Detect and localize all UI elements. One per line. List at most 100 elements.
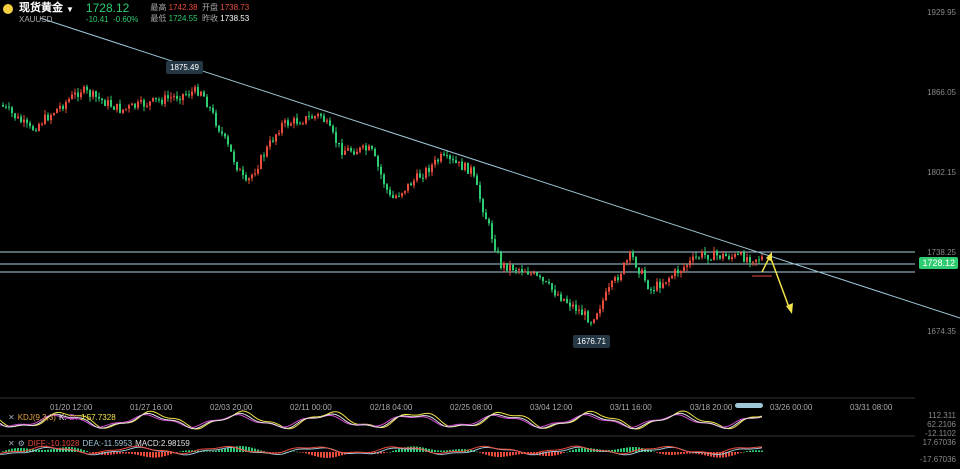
macd-bar <box>227 447 229 452</box>
macd-bar <box>299 452 301 453</box>
macd-bar <box>317 452 319 457</box>
macd-bar <box>722 452 724 458</box>
candle-body <box>359 147 361 152</box>
candle-body <box>479 184 481 200</box>
candle-body <box>602 300 604 309</box>
candle-body <box>257 168 259 174</box>
candle-body <box>599 308 601 314</box>
candle-body <box>659 281 661 289</box>
macd-bar <box>224 448 226 452</box>
candle-body <box>23 119 25 123</box>
macd-bar <box>446 450 448 452</box>
macd-bar <box>326 452 328 458</box>
macd-bar <box>185 450 187 452</box>
macd-bar <box>98 452 100 455</box>
candle-body <box>704 251 706 255</box>
y-axis-label: 1674.35 <box>927 327 956 336</box>
candle-body <box>443 153 445 156</box>
macd-bar <box>323 452 325 458</box>
candle-body <box>494 239 496 251</box>
macd-bar <box>35 449 37 452</box>
prev-value: 1738.53 <box>220 14 250 23</box>
candle-body <box>68 99 70 102</box>
arrow-head <box>786 303 793 314</box>
macd-bar <box>383 452 385 454</box>
candle-body <box>329 120 331 126</box>
macd-bar <box>653 451 655 453</box>
candle-body <box>461 161 463 171</box>
candle-body <box>149 101 151 106</box>
x-axis-label: 03/18 20:00 <box>690 403 733 412</box>
candle-body <box>353 151 355 155</box>
candle-body <box>176 95 178 99</box>
candle-body <box>74 92 76 95</box>
candle-body <box>449 155 451 160</box>
instrument-symbol: XAUUSD <box>19 15 53 24</box>
candle-body <box>464 162 466 171</box>
candle-body <box>725 253 727 257</box>
open-value: 1738.73 <box>220 3 250 12</box>
candle-body <box>563 298 565 301</box>
high-value: 1742.38 <box>168 3 198 12</box>
candle-body <box>230 144 232 152</box>
macd-bar <box>230 447 232 452</box>
candle-body <box>632 251 634 258</box>
candle-body <box>401 193 403 197</box>
macd-bar <box>53 448 55 452</box>
candle-body <box>674 269 676 276</box>
kdj-label: KDJ(9,3,3) <box>17 413 56 422</box>
macd-bar <box>371 452 373 454</box>
candle-body <box>275 134 277 142</box>
macd-bar <box>572 449 574 452</box>
chevron-down-icon[interactable]: ▼ <box>66 4 74 14</box>
macd-bar <box>104 452 106 455</box>
candle-body <box>134 103 136 108</box>
candle-body <box>158 99 160 101</box>
candle-body <box>545 281 547 283</box>
candle-body <box>236 162 238 171</box>
candle-body <box>137 101 139 108</box>
candle-body <box>302 123 304 125</box>
candle-body <box>338 142 340 144</box>
candle-body <box>515 270 517 272</box>
macd-bar <box>569 450 571 452</box>
macd-bar <box>632 447 634 452</box>
candle-body <box>398 195 400 197</box>
macd-bar <box>455 449 457 452</box>
candle-body <box>506 263 508 271</box>
price-change: -10.41 <box>85 15 109 24</box>
macd-bar <box>302 452 304 453</box>
candle-body <box>269 140 271 147</box>
close-icon[interactable]: ✕ <box>8 439 15 448</box>
close-icon[interactable]: ✕ <box>8 413 15 422</box>
macd-bar <box>401 448 403 452</box>
macd-bar <box>542 452 544 456</box>
arrow-head <box>766 252 772 262</box>
macd-bar <box>578 448 580 452</box>
macd-bar <box>38 449 40 452</box>
macd-bar <box>236 446 238 452</box>
instrument-name[interactable]: 现货黄金 <box>19 2 63 14</box>
candle-body <box>227 136 229 145</box>
macd-bar <box>314 452 316 457</box>
candle-body <box>260 155 262 169</box>
x-axis-label: 03/11 16:00 <box>610 403 652 412</box>
candle-body <box>734 254 736 257</box>
macd-bar <box>503 452 505 457</box>
candle-body <box>755 259 757 262</box>
macd-bar <box>584 447 586 452</box>
candle-body <box>707 254 709 260</box>
macd-legend: ✕ ⚙ DIFF:-10.1028 DEA:-11.5953 MACD:2.98… <box>8 439 190 448</box>
candle-body <box>332 125 334 132</box>
candle-body <box>695 256 697 258</box>
candle-body <box>647 280 649 289</box>
macd-bar <box>557 452 559 455</box>
candle-body <box>749 257 751 263</box>
macd-bar <box>488 452 490 456</box>
kdj-d: D: <box>69 413 78 422</box>
macd-bar <box>242 446 244 452</box>
macd-bar <box>668 452 670 455</box>
gear-icon[interactable]: ⚙ <box>17 439 25 448</box>
macd-bar <box>440 450 442 452</box>
